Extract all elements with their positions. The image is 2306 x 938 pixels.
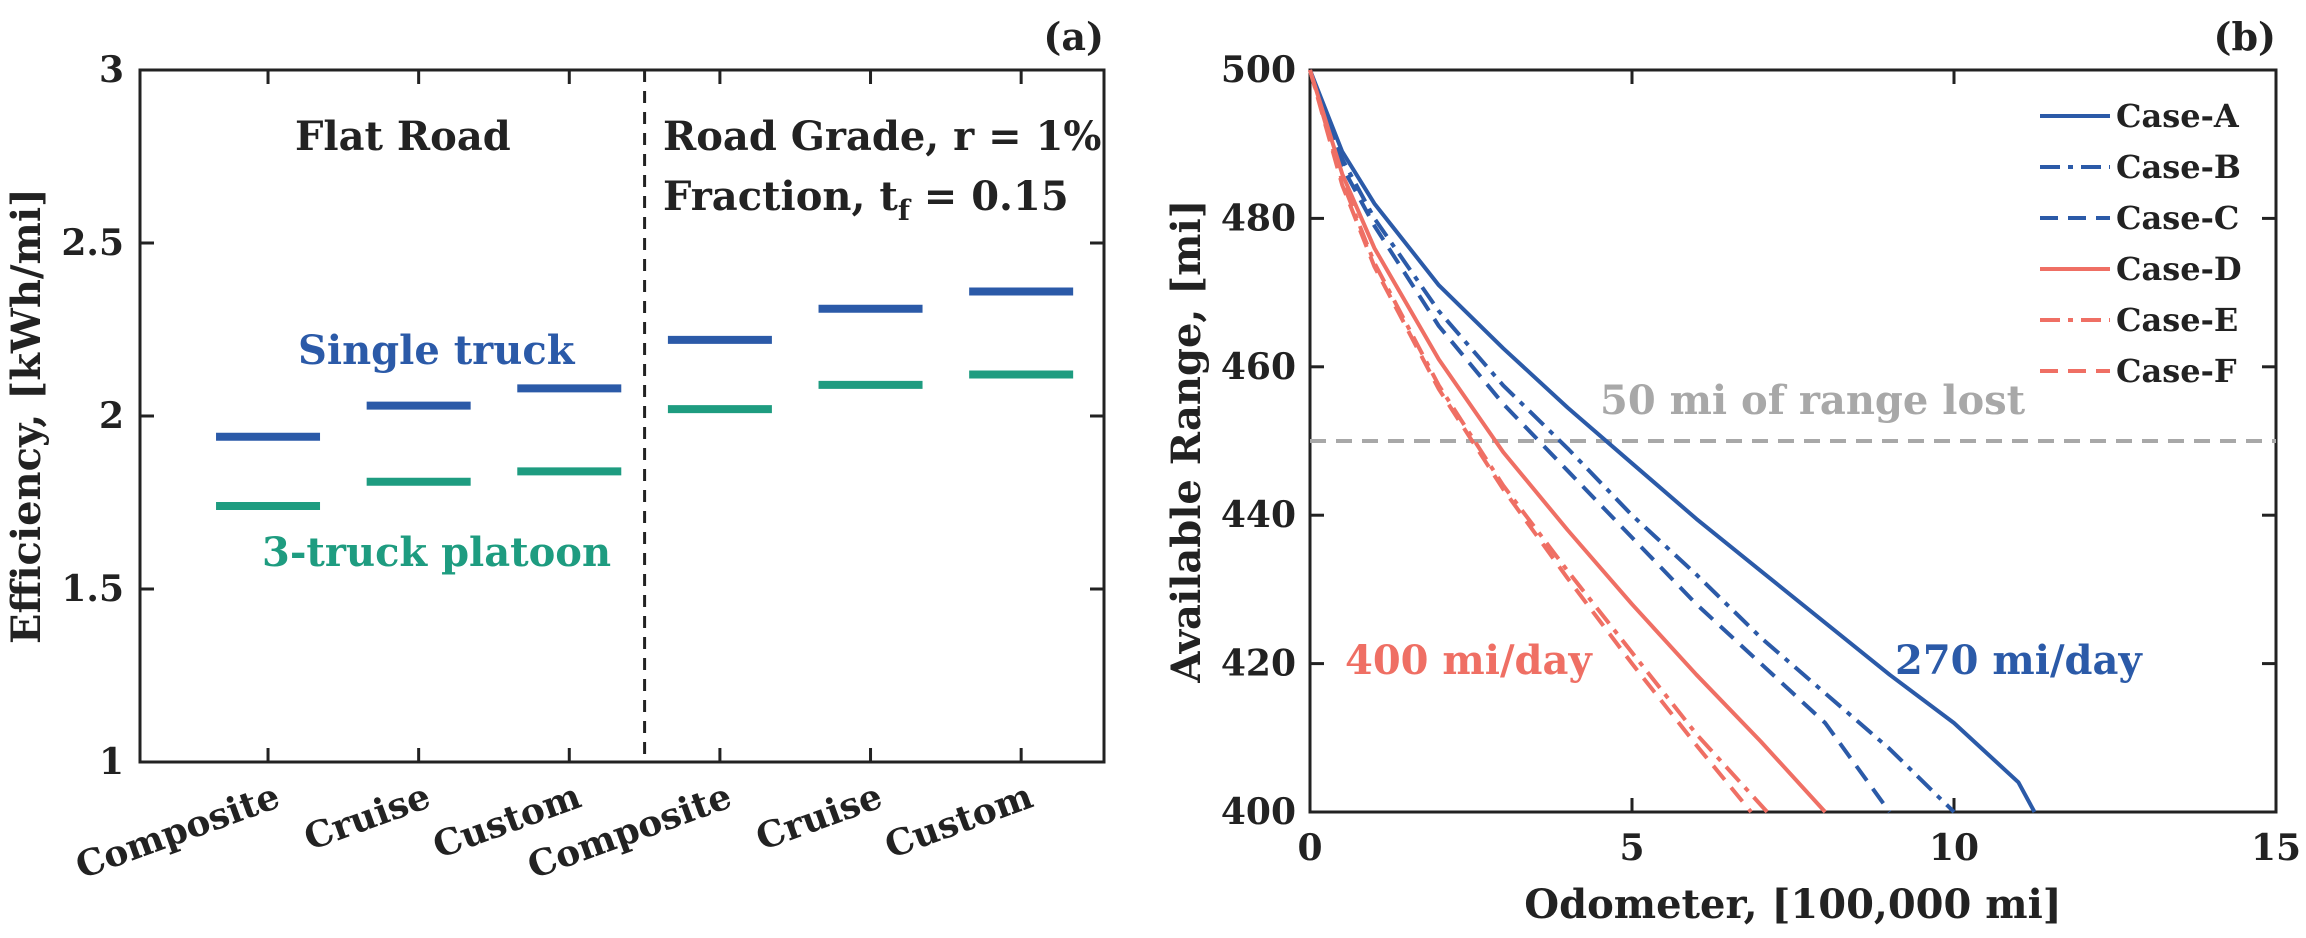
section-label-road-grade: Road Grade, r = 1%: [663, 113, 1101, 160]
section-label-fraction: Fraction, tf = 0.15: [663, 173, 1069, 227]
y-tick-label-2: 2: [99, 395, 124, 437]
series-line-case-b: [1308, 69, 1956, 814]
panel-b-range-chart: 400 420 440 460 480 500 0 5 10 15 50 mi of range …: [1163, 14, 2301, 928]
b-y-tick-label-0: 400: [1221, 791, 1296, 833]
section-label-flat-road: Flat Road: [295, 113, 511, 160]
x-tick-label-4: Cruise: [750, 775, 887, 859]
series-label-single-truck: Single truck: [298, 327, 576, 374]
b-y-tick-label-1: 420: [1221, 643, 1296, 685]
series-line-case-f: [1308, 69, 1753, 814]
b-y-tick-label-2: 440: [1221, 494, 1296, 536]
legend-label-case-a: Case-A: [2116, 97, 2240, 135]
legend-label-case-e: Case-E: [2116, 301, 2238, 339]
series-label-3-truck-platoon: 3-truck platoon: [262, 529, 611, 576]
annotation-400-mi-day: 400 mi/day: [1345, 637, 1593, 684]
fraction-value: = 0.15: [910, 173, 1069, 220]
panel-a-y-axis-label: Efficiency, [kWh/mi]: [3, 188, 50, 644]
y-tick-label-4: 3: [99, 49, 124, 91]
series-line-case-c: [1308, 69, 1892, 814]
legend-label-case-b: Case-B: [2116, 148, 2241, 186]
panel-b-x-axis-label: Odometer, [100,000 mi]: [1524, 881, 2061, 928]
annotation-270-mi-day: 270 mi/day: [1895, 637, 2143, 684]
y-tick-label-3: 2.5: [61, 222, 124, 264]
reference-line-label: 50 mi of range lost: [1600, 377, 2026, 424]
x-tick-label-0: Composite: [70, 775, 285, 887]
b-y-tick-label-3: 460: [1221, 346, 1296, 388]
panel-b-y-axis-label: Available Range, [mi]: [1163, 199, 1210, 683]
panel-b-ticks: 400 420 440 460 480 500 0 5 10 15: [1221, 49, 2301, 869]
panel-a-marks: [216, 287, 1074, 510]
b-x-tick-label-0: 0: [1297, 827, 1322, 869]
panel-a-efficiency-chart: 11.522.53 Composite CruiseCustomComposite…: [3, 14, 1106, 887]
panel-b-label: (b): [2213, 14, 2276, 59]
legend-label-case-c: Case-C: [2116, 199, 2239, 237]
b-y-tick-label-5: 500: [1221, 49, 1296, 91]
panel-a-y-ticks: 1 1.5 2 2.5 3: [61, 49, 1104, 783]
y-tick-label-1: 1.5: [61, 568, 124, 610]
b-x-tick-label-1: 5: [1619, 827, 1644, 869]
x-tick-label-5: Custom: [879, 775, 1038, 867]
x-tick-label-1: Cruise: [299, 775, 436, 859]
legend-label-case-d: Case-D: [2116, 250, 2242, 288]
series-line-case-a: [1308, 69, 2037, 813]
fraction-subscript: f: [898, 194, 912, 227]
b-x-tick-label-3: 15: [2251, 827, 2301, 869]
series-line-case-e: [1308, 69, 1769, 814]
panel-b-legend: Case-A Case-B Case-C Case-D Case-E Case-F: [2040, 97, 2242, 390]
legend-label-case-f: Case-F: [2116, 352, 2237, 390]
panel-b-series-lines: [1308, 69, 2037, 814]
panel-a-label: (a): [1043, 14, 1104, 59]
fraction-text: Fraction, t: [663, 173, 898, 220]
series-line-case-d: [1308, 69, 1827, 814]
b-x-tick-label-2: 10: [1929, 827, 1979, 869]
y-tick-label-0: 1: [99, 741, 124, 783]
b-y-tick-label-4: 480: [1221, 197, 1296, 239]
